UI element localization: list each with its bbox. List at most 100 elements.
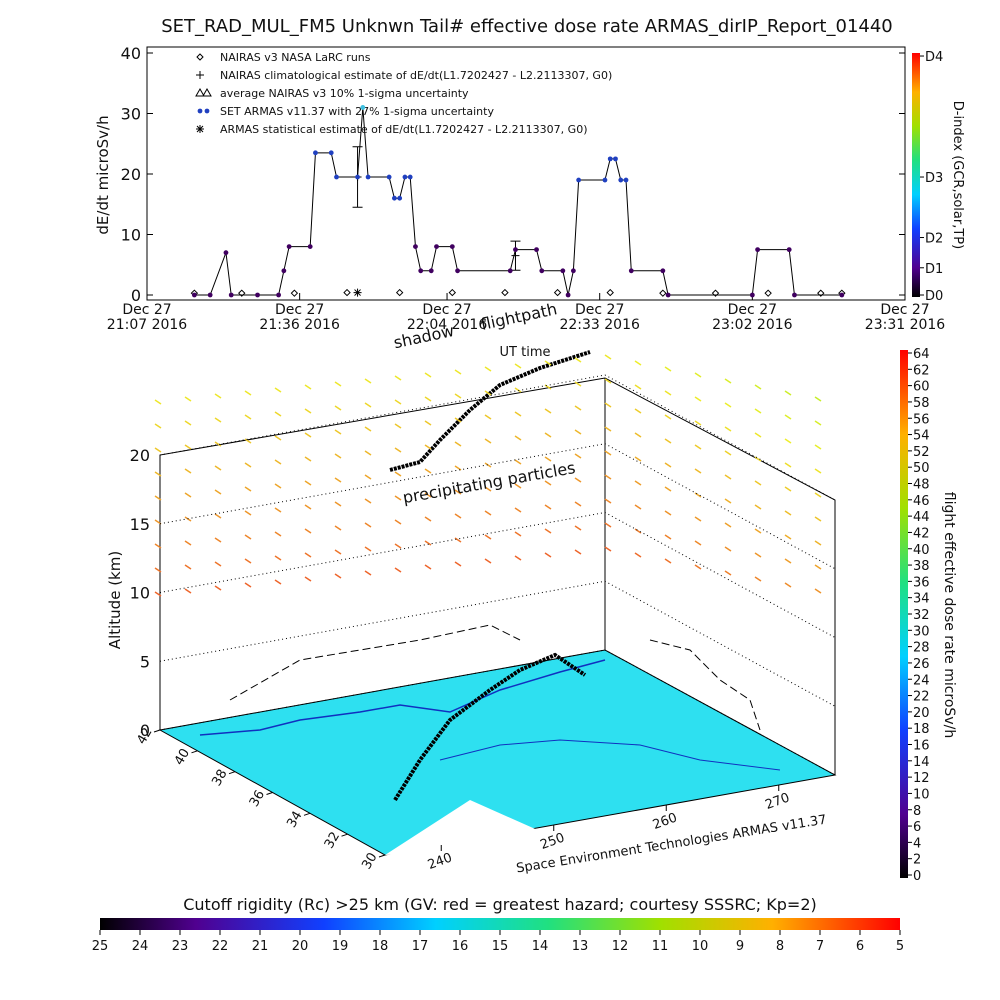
field-dash	[424, 540, 432, 546]
y2-tick-label: D0	[925, 289, 943, 304]
y-tick-label: 20	[121, 165, 141, 184]
dot-marker	[334, 174, 339, 180]
dot-marker	[418, 268, 424, 274]
y-axis-label: dE/dt microSv/h	[94, 115, 112, 234]
plus-marker	[196, 71, 204, 79]
field-dash	[214, 513, 222, 519]
dot-marker	[565, 292, 571, 298]
field-dash	[304, 480, 312, 486]
dot-marker	[507, 268, 513, 274]
field-dash	[694, 396, 702, 402]
dot-marker	[228, 292, 234, 298]
field-dash	[664, 366, 672, 372]
field-dash	[784, 462, 792, 468]
field-dash	[184, 420, 192, 426]
colorbar-tick-label: 10	[692, 939, 709, 954]
x-tick-label: 260	[651, 810, 679, 833]
field-dash	[364, 402, 372, 408]
diamond-marker	[711, 289, 720, 297]
field-dash	[604, 426, 612, 432]
field-dash	[664, 438, 672, 444]
field-dash	[694, 540, 702, 546]
shadow-track	[649, 639, 761, 731]
dot-marker	[407, 174, 413, 180]
colorbar-tick-label: 14	[532, 939, 549, 954]
legend-label: NAIRAS climatological estimate of dE/dt(…	[220, 69, 612, 82]
field-dash	[304, 504, 312, 510]
field-dash	[304, 528, 312, 534]
field-dash	[754, 552, 762, 558]
field-dash	[334, 453, 342, 459]
field-dash	[694, 444, 702, 450]
field-dash	[514, 483, 522, 489]
field-dash	[484, 462, 492, 468]
field-dash	[304, 432, 312, 438]
field-dash	[784, 510, 792, 516]
colorbar-tick-label: 52	[913, 445, 930, 460]
field-dash	[214, 465, 222, 471]
diamond-marker	[395, 288, 404, 297]
colorbar-tick-label: 18	[913, 722, 930, 737]
field-dash	[214, 417, 222, 423]
field-dash	[784, 534, 792, 540]
colorbar-tick-label: 50	[913, 461, 930, 476]
dot-marker	[276, 292, 281, 298]
x-tick-label: Dec 27 22:33 2016	[559, 302, 640, 333]
field-dash	[274, 387, 282, 393]
field-dash	[214, 441, 222, 447]
x-tick-label: Dec 27 23:31 2016	[864, 302, 946, 333]
dot-marker	[307, 244, 313, 250]
field-dash	[394, 423, 402, 429]
z-axis-label: Altitude (km)	[106, 551, 124, 649]
field-dash	[154, 495, 162, 501]
colorbar-tick-label: 44	[913, 510, 930, 525]
colorbar-tick-label: 34	[913, 592, 930, 607]
field-dash	[424, 396, 432, 402]
field-dash	[754, 576, 762, 582]
dose-colorbar	[900, 350, 908, 878]
y2-tick-label: D4	[925, 50, 943, 65]
colorbar-tick-label: 48	[913, 478, 930, 493]
field-dash	[544, 456, 552, 462]
grid-line	[159, 649, 836, 776]
field-dash	[184, 492, 192, 498]
field-dash	[364, 546, 372, 552]
field-dash	[334, 381, 342, 387]
dot-marker	[534, 247, 539, 253]
dot-marker	[449, 244, 455, 250]
field-dash	[484, 366, 492, 372]
colorbar-tick-label: 20	[913, 706, 930, 721]
field-dash	[244, 438, 252, 444]
colorbar-tick-label: 10	[913, 787, 930, 802]
field-dash	[154, 567, 162, 573]
field-dash	[214, 561, 222, 567]
field-dash	[454, 513, 462, 519]
field-dash	[574, 381, 582, 387]
dot-marker	[539, 268, 545, 274]
field-dash	[514, 387, 522, 393]
z-tick-label: 0	[140, 721, 150, 740]
field-dash	[574, 501, 582, 507]
field-dash	[274, 459, 282, 465]
z-tick-label: 20	[130, 446, 150, 465]
field-dash	[634, 456, 642, 462]
field-dash	[334, 525, 342, 531]
field-dash	[604, 402, 612, 408]
colorbar-label: flight effective dose rate microSv/h	[941, 492, 957, 738]
dot-marker	[255, 292, 260, 298]
dose-field	[154, 354, 822, 597]
field-dash	[724, 450, 732, 456]
field-dash	[634, 552, 642, 558]
ground-track	[393, 652, 587, 802]
diamond-marker	[290, 289, 299, 297]
dot-marker	[197, 108, 203, 114]
field-dash	[394, 471, 402, 477]
field-dash	[694, 492, 702, 498]
field-dash	[454, 489, 462, 495]
field-dash	[274, 579, 282, 585]
field-dash	[244, 462, 252, 468]
field-dash	[394, 519, 402, 525]
field-dash	[154, 591, 162, 597]
field-dash	[574, 405, 582, 411]
